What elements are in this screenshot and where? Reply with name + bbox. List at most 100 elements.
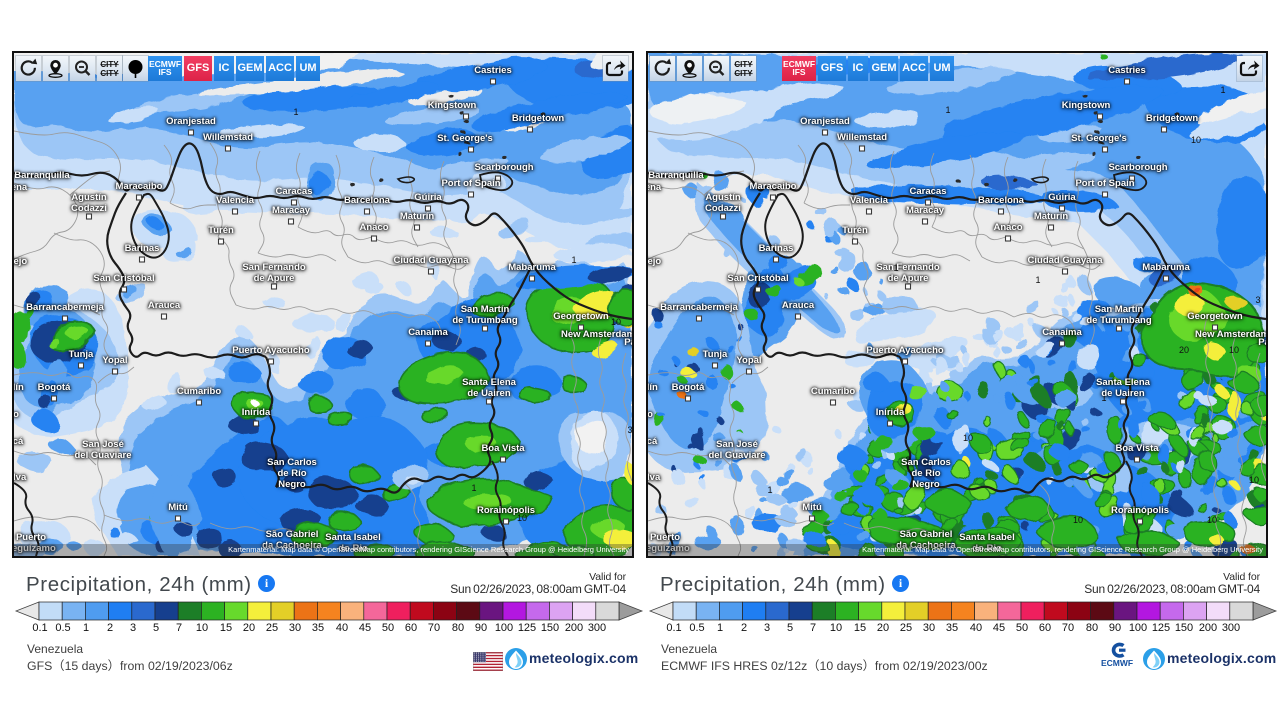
svg-text:CITY: CITY xyxy=(100,60,119,69)
svg-text:Canaima: Canaima xyxy=(408,327,448,338)
svg-text:Pa: Pa xyxy=(1258,337,1266,348)
svg-text:Valencia: Valencia xyxy=(216,195,255,206)
svg-text:Port of Spain: Port of Spain xyxy=(1075,178,1134,189)
svg-text:10: 10 xyxy=(517,513,527,523)
svg-text:1: 1 xyxy=(767,485,772,495)
svg-text:Puerto: Puerto xyxy=(16,532,46,543)
svg-text:Puerto: Puerto xyxy=(650,532,680,543)
svg-text:del Guaviare: del Guaviare xyxy=(708,450,765,461)
svg-text:Turén: Turén xyxy=(842,225,868,236)
svg-text:San Cristóbal: San Cristóbal xyxy=(93,273,154,284)
svg-text:Puerto Ayacucho: Puerto Ayacucho xyxy=(866,345,944,356)
svg-text:CITY: CITY xyxy=(734,60,753,69)
svg-text:10: 10 xyxy=(1249,475,1259,485)
svg-text:Rorainópolis: Rorainópolis xyxy=(477,505,535,516)
svg-text:Santa Isabel: Santa Isabel xyxy=(959,532,1014,543)
svg-text:ena: ena xyxy=(14,182,28,193)
svg-text:San Carlos: San Carlos xyxy=(267,457,317,468)
svg-text:elva: elva xyxy=(14,472,27,483)
svg-text:San José: San José xyxy=(716,439,758,450)
svg-text:Caracas: Caracas xyxy=(910,186,947,197)
svg-text:Canaima: Canaima xyxy=(1042,327,1082,338)
svg-text:do Rio: do Rio xyxy=(338,543,368,554)
svg-text:Maracaibo: Maracaibo xyxy=(116,181,163,192)
svg-text:Anaco: Anaco xyxy=(359,222,388,233)
svg-text:da Cachoeira: da Cachoeira xyxy=(262,540,322,551)
svg-text:de Uairen: de Uairen xyxy=(467,388,510,399)
svg-text:de Uairen: de Uairen xyxy=(1101,388,1144,399)
svg-text:lejo: lejo xyxy=(14,256,27,267)
svg-text:o: o xyxy=(648,409,653,420)
svg-text:Gúiria: Gúiria xyxy=(1048,192,1076,203)
svg-text:Barrancabermeja: Barrancabermeja xyxy=(26,302,104,313)
svg-text:Agustín: Agustín xyxy=(71,192,107,203)
svg-text:10: 10 xyxy=(1207,515,1217,525)
svg-text:Arauca: Arauca xyxy=(148,300,181,311)
svg-text:10: 10 xyxy=(963,433,973,443)
svg-text:1: 1 xyxy=(1101,393,1106,403)
svg-text:llín: llín xyxy=(14,382,24,393)
svg-text:San José: San José xyxy=(82,439,124,450)
svg-text:Mitú: Mitú xyxy=(168,502,188,513)
svg-text:CITY: CITY xyxy=(734,69,753,78)
svg-text:Boa Vista: Boa Vista xyxy=(1115,443,1159,454)
svg-text:ena: ena xyxy=(648,182,662,193)
svg-text:Castries: Castries xyxy=(474,65,512,76)
svg-text:Barinas: Barinas xyxy=(759,243,794,254)
svg-text:Valencia: Valencia xyxy=(850,195,889,206)
svg-text:do Rio: do Rio xyxy=(972,543,1002,554)
svg-text:Scarborough: Scarborough xyxy=(474,162,533,173)
svg-text:Bogotá: Bogotá xyxy=(672,382,705,393)
svg-text:CITY: CITY xyxy=(100,69,119,78)
svg-text:Bridgetown: Bridgetown xyxy=(512,113,564,124)
svg-text:Yopal: Yopal xyxy=(736,355,761,366)
svg-text:Cumaribo: Cumaribo xyxy=(177,386,222,397)
svg-text:llín: llín xyxy=(648,382,658,393)
svg-text:Willemstad: Willemstad xyxy=(203,132,253,143)
svg-text:São Gabriel: São Gabriel xyxy=(266,529,319,540)
svg-text:10: 10 xyxy=(1073,515,1083,525)
svg-text:Santa Elena: Santa Elena xyxy=(462,377,517,388)
svg-text:Negro: Negro xyxy=(278,479,306,490)
svg-text:Cumaribo: Cumaribo xyxy=(811,386,856,397)
svg-text:20: 20 xyxy=(1179,345,1189,355)
svg-text:Bridgetown: Bridgetown xyxy=(1146,113,1198,124)
svg-text:o: o xyxy=(14,409,19,420)
svg-text:Mitú: Mitú xyxy=(802,502,822,513)
svg-text:San Fernando: San Fernando xyxy=(876,262,940,273)
svg-text:Barcelona: Barcelona xyxy=(978,195,1025,206)
svg-text:San Cristóbal: San Cristóbal xyxy=(727,273,788,284)
svg-text:St. George's: St. George's xyxy=(437,133,493,144)
svg-text:Oranjestad: Oranjestad xyxy=(800,116,850,127)
svg-text:Georgetown: Georgetown xyxy=(553,311,609,322)
svg-text:da Cachoeira: da Cachoeira xyxy=(896,540,956,551)
svg-text:Negro: Negro xyxy=(912,479,940,490)
svg-text:de Turumbang: de Turumbang xyxy=(1086,315,1151,326)
svg-text:Bogotá: Bogotá xyxy=(38,382,71,393)
svg-text:lejo: lejo xyxy=(648,256,661,267)
svg-text:1: 1 xyxy=(1077,133,1082,143)
svg-text:de Turumbang: de Turumbang xyxy=(452,315,517,326)
svg-text:10: 10 xyxy=(1229,345,1239,355)
svg-text:Inírida: Inírida xyxy=(876,407,905,418)
svg-text:Yopal: Yopal xyxy=(102,355,127,366)
svg-text:Leguízamo: Leguízamo xyxy=(14,543,56,554)
svg-text:Boa Vista: Boa Vista xyxy=(481,443,525,454)
svg-text:cá: cá xyxy=(648,436,658,447)
svg-text:3: 3 xyxy=(1255,295,1260,305)
svg-text:1: 1 xyxy=(1220,85,1225,95)
svg-text:San Carlos: San Carlos xyxy=(901,457,951,468)
svg-text:New Amsterdam: New Amsterdam xyxy=(1195,329,1266,340)
svg-text:New Amsterdam: New Amsterdam xyxy=(561,329,632,340)
svg-text:Barranquilla: Barranquilla xyxy=(648,170,704,181)
svg-text:3: 3 xyxy=(627,425,632,435)
svg-text:Scarborough: Scarborough xyxy=(1108,162,1167,173)
svg-text:1: 1 xyxy=(293,107,298,117)
svg-text:Mabaruma: Mabaruma xyxy=(1142,262,1190,273)
svg-text:Gúiria: Gúiria xyxy=(414,192,442,203)
svg-text:1: 1 xyxy=(471,483,476,493)
svg-text:San Martín: San Martín xyxy=(461,304,510,315)
svg-text:del Guaviare: del Guaviare xyxy=(74,450,131,461)
svg-text:Maturín: Maturín xyxy=(1034,211,1069,222)
svg-text:de Apure: de Apure xyxy=(888,273,929,284)
